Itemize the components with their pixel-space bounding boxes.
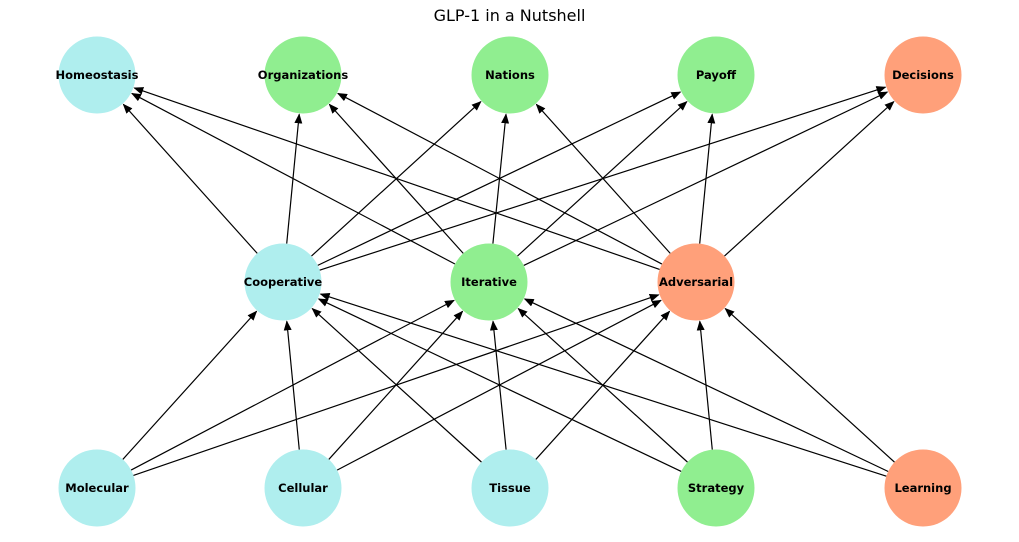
edge-learning-to-iterative <box>523 298 889 473</box>
node-circle <box>450 243 528 321</box>
edge-cellular-to-iterative <box>328 310 464 460</box>
node-label: Cooperative <box>244 275 323 289</box>
node-label: Adversarial <box>659 275 733 289</box>
edge-adversarial-to-decisions <box>724 100 895 257</box>
node-label: Homeostasis <box>56 68 139 82</box>
node-tissue: Tissue <box>471 449 549 527</box>
node-circle <box>677 449 755 527</box>
node-label: Iterative <box>461 275 517 289</box>
node-homeostasis: Homeostasis <box>56 36 139 114</box>
edge-cellular-to-cooperative <box>283 320 300 450</box>
node-learning: Learning <box>884 449 962 527</box>
node-label: Cellular <box>278 481 328 495</box>
node-circle <box>657 243 735 321</box>
diagram-title: GLP-1 in a Nutshell <box>433 6 586 25</box>
node-circle <box>244 243 322 321</box>
node-molecular: Molecular <box>58 449 136 527</box>
node-label: Decisions <box>892 68 954 82</box>
node-circle <box>58 36 136 114</box>
edge-adversarial-to-payoff <box>699 113 716 244</box>
node-organizations: Organizations <box>258 36 349 114</box>
node-circle <box>264 36 342 114</box>
node-circle <box>884 449 962 527</box>
edge-adversarial-to-organizations <box>337 92 663 265</box>
node-circle <box>884 36 962 114</box>
node-nations: Nations <box>471 36 549 114</box>
node-label: Learning <box>894 481 951 495</box>
edge-tissue-to-cooperative <box>311 307 482 463</box>
node-label: Strategy <box>688 481 745 495</box>
node-adversarial: Adversarial <box>657 243 735 321</box>
node-circle <box>264 449 342 527</box>
node-iterative: Iterative <box>450 243 528 321</box>
node-payoff: Payoff <box>677 36 755 114</box>
node-circle <box>677 36 755 114</box>
edge-adversarial-to-homeostasis <box>133 87 660 270</box>
node-strategy: Strategy <box>677 449 755 527</box>
node-cellular: Cellular <box>264 449 342 527</box>
edge-learning-to-cooperative <box>319 293 887 477</box>
node-circle <box>471 449 549 527</box>
edges-layer <box>122 86 895 477</box>
node-cooperative: Cooperative <box>244 243 323 321</box>
node-label: Nations <box>485 68 535 82</box>
edge-iterative-to-homeostasis <box>131 92 456 265</box>
node-label: Molecular <box>65 481 129 495</box>
edge-strategy-to-cooperative <box>317 298 682 473</box>
node-decisions: Decisions <box>884 36 962 114</box>
edge-molecular-to-cooperative <box>122 310 258 460</box>
edge-learning-to-adversarial <box>724 307 895 463</box>
node-label: Organizations <box>258 68 349 82</box>
edge-adversarial-to-nations <box>535 103 671 254</box>
node-circle <box>471 36 549 114</box>
node-label: Payoff <box>696 68 737 82</box>
node-label: Tissue <box>489 481 531 495</box>
node-circle <box>58 449 136 527</box>
edge-cooperative-to-homeostasis <box>122 103 258 254</box>
nodes-layer: Homeostasis Organizations Nations Payoff Dec… <box>56 36 962 527</box>
